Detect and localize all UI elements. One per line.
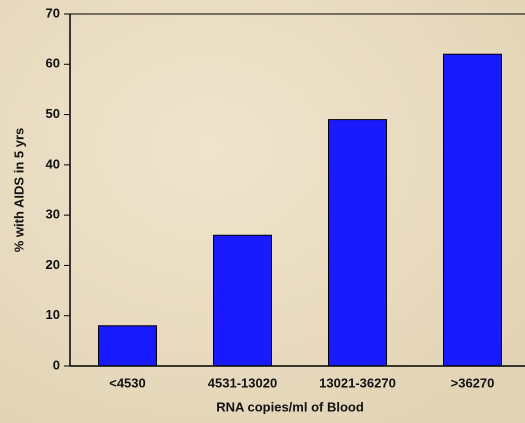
y-tick-label: 30 xyxy=(46,207,60,222)
x-axis-title: RNA copies/ml of Blood xyxy=(216,399,364,414)
y-tick-label: 0 xyxy=(53,357,60,372)
bar xyxy=(99,326,157,366)
y-tick-label: 60 xyxy=(46,56,60,71)
bar xyxy=(329,120,387,366)
x-tick-label: >36270 xyxy=(451,375,495,390)
y-tick-label: 20 xyxy=(46,257,60,272)
chart: RNA copies/ml of Blood % with AIDS in 5 … xyxy=(0,0,525,423)
y-tick-label: 40 xyxy=(46,156,60,171)
y-axis-title: % with AIDS in 5 yrs xyxy=(11,128,26,253)
x-tick-label: 13021-36270 xyxy=(319,375,396,390)
x-tick-label: <4530 xyxy=(109,375,146,390)
y-tick-label: 10 xyxy=(46,307,60,322)
y-tick-label: 50 xyxy=(46,106,60,121)
bar xyxy=(214,235,272,366)
y-tick-label: 70 xyxy=(46,5,60,20)
x-tick-label: 4531-13020 xyxy=(208,375,277,390)
bar xyxy=(444,54,502,366)
